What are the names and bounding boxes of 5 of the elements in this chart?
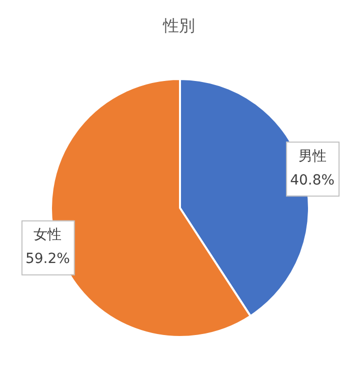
slice-label: 男性 <box>298 148 326 164</box>
data-label: 40.8% <box>290 172 335 188</box>
data-label: 59.2% <box>25 250 70 267</box>
chart-title: 性別 <box>162 16 195 36</box>
slice-label: 女性 <box>34 226 62 243</box>
